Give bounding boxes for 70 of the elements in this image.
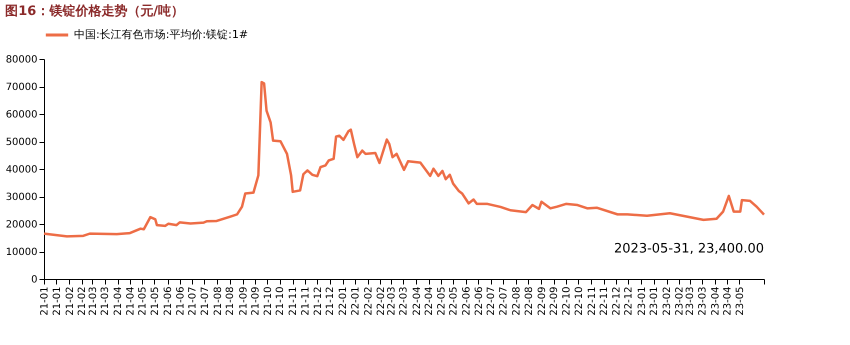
x-tick-label: 22-08: [524, 286, 535, 316]
y-tick-label: 70000: [6, 82, 38, 93]
x-tick-label: 23-03: [685, 286, 696, 316]
x-tick-label: 21-08: [225, 286, 236, 316]
y-tick-label: 20000: [6, 220, 38, 230]
x-tick-label: 21-01: [52, 286, 63, 316]
annotation: 2023-05-31, 23,400.00: [614, 242, 764, 257]
x-tick-label: 22-03: [398, 286, 410, 316]
x-tick-label: 21-07: [200, 286, 211, 316]
x-tick-label: 21-01: [40, 286, 50, 316]
x-tick-label: 22-04: [424, 286, 436, 316]
x-tick-label: 22-06: [462, 286, 473, 316]
y-tick-label: 40000: [6, 164, 38, 176]
x-tick-label: 21-07: [188, 286, 199, 316]
x-tick-label: 22-10: [562, 286, 572, 316]
x-tick-label: 22-04: [412, 286, 423, 316]
x-tick-label: 21-10: [275, 286, 286, 316]
x-tick-label: 22-02: [376, 286, 387, 316]
x-tick-label: 21-03: [100, 286, 112, 316]
x-tick-label: 21-06: [175, 286, 186, 316]
x-tick-label: 22-10: [574, 286, 585, 316]
x-tick-label: 21-12: [325, 286, 336, 316]
chart-title: 图16：镁锭价格走势（元/吨）: [5, 3, 184, 19]
legend-label: 中国:长江有色市场:平均价:镁锭:1#: [74, 28, 248, 41]
x-tick-label: 23-04: [710, 286, 722, 316]
x-tick-label: 22-09: [549, 286, 560, 316]
x-tick-label: 21-09: [238, 286, 250, 316]
y-tick-label: 10000: [6, 247, 38, 258]
x-tick-label: 21-08: [212, 286, 224, 316]
line-series: [42, 80, 766, 238]
x-tick-label: 22-11: [586, 286, 598, 316]
x-tick-label: 22-09: [536, 286, 548, 316]
x-tick-label: 21-09: [250, 286, 262, 316]
x-tick-label: 22-07: [498, 286, 510, 316]
x-tick-label: 22-02: [364, 286, 374, 316]
x-tick-label: 21-11: [300, 286, 312, 316]
y-tick-label: 0: [31, 274, 38, 286]
y-tick-label: 80000: [6, 54, 38, 66]
x-tick-label: 22-03: [386, 286, 398, 316]
x-tick-label: 22-11: [599, 286, 610, 316]
x-tick-label: 23-02: [674, 286, 686, 316]
x-tick-label: 21-04: [125, 286, 136, 316]
x-tick-label: 23-01: [649, 286, 660, 316]
x-tick-label: 23-01: [636, 286, 648, 316]
x-tick-label: 22-05: [448, 286, 460, 316]
x-tick-label: 21-06: [163, 286, 174, 316]
x-tick-label: 22-12: [611, 286, 622, 316]
x-tick-label: 23-02: [662, 286, 674, 316]
x-tick-label: 23-03: [697, 286, 708, 316]
x-tick-label: 23-04: [722, 286, 734, 316]
x-tick-label: 22-06: [474, 286, 485, 316]
x-tick-label: 21-02: [64, 286, 76, 316]
x-tick-label: 22-05: [436, 286, 448, 316]
x-tick-label: 22-08: [512, 286, 523, 316]
x-tick-label: 21-10: [262, 286, 274, 316]
x-tick-label: 22-01: [350, 286, 362, 316]
x-tick-label: 22-01: [338, 286, 350, 316]
y-tick-label: 30000: [6, 192, 38, 203]
x-tick-label: 21-05: [150, 286, 161, 316]
x-tick-label: 21-02: [77, 286, 88, 316]
x-tick-label: 21-03: [88, 286, 99, 316]
x-tick-label: 21-04: [113, 286, 124, 316]
y-tick-label: 50000: [6, 137, 38, 148]
x-tick-label: 21-12: [312, 286, 324, 316]
x-tick-label: 21-11: [288, 286, 300, 316]
x-tick-label: 23-05: [734, 286, 746, 316]
y-tick-label: 60000: [6, 110, 38, 120]
x-tick-label: 21-05: [138, 286, 149, 316]
x-tick-label: 22-07: [486, 286, 498, 316]
x-tick-label: 22-12: [624, 286, 635, 316]
